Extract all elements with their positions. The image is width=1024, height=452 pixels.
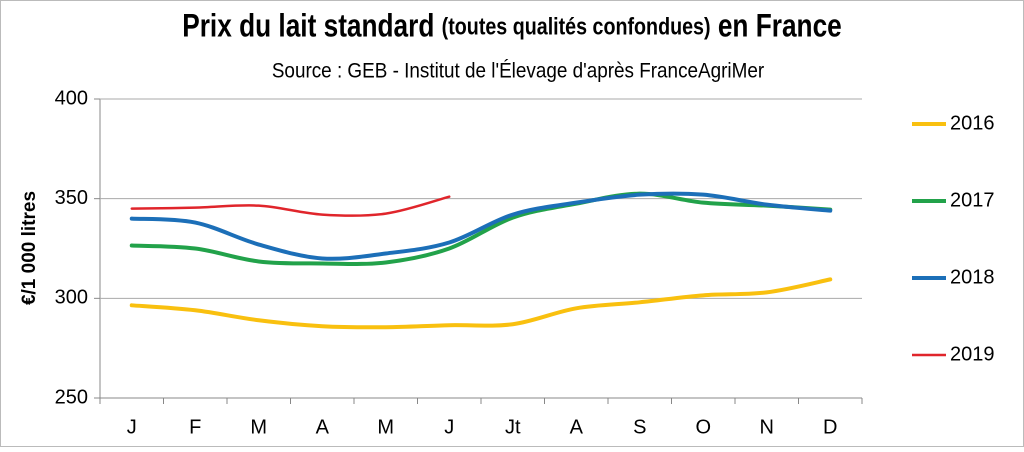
legend-label: 2018	[950, 266, 995, 288]
x-tick-label: M	[250, 416, 267, 438]
x-tick-label: N	[760, 416, 774, 438]
chart-title: Prix du lait standard (toutes qualités c…	[182, 9, 842, 44]
x-tick-label: F	[189, 416, 201, 438]
x-tick-label: D	[823, 416, 837, 438]
series-line	[130, 195, 451, 217]
legend-label: 2019	[950, 343, 995, 365]
series-line	[129, 277, 833, 330]
y-axis-label: €/1 000 litres	[19, 191, 40, 305]
chart-subtitle: Source : GEB - Institut de l'Élevage d'a…	[272, 59, 765, 83]
x-tick-label: O	[695, 416, 711, 438]
x-tick-label: A	[316, 416, 330, 438]
x-tick-label: J	[127, 416, 137, 438]
y-tick-label: 300	[55, 287, 88, 309]
title-part: Prix du lait standard	[182, 9, 434, 44]
series-line	[129, 191, 833, 261]
x-tick-label: A	[570, 416, 584, 438]
y-tick-label: 350	[55, 187, 88, 209]
y-tick-label: 400	[55, 87, 88, 109]
title-part: (toutes qualités confondues)	[442, 12, 711, 39]
title-part: en France	[718, 9, 842, 44]
legend-label: 2016	[950, 112, 995, 134]
series-line	[129, 191, 833, 266]
x-tick-label: J	[444, 416, 454, 438]
y-tick-label: 250	[55, 386, 88, 408]
x-tick-label: Jt	[505, 416, 521, 438]
legend-label: 2017	[950, 189, 995, 211]
x-tick-label: M	[377, 416, 394, 438]
x-tick-label: S	[633, 416, 646, 438]
